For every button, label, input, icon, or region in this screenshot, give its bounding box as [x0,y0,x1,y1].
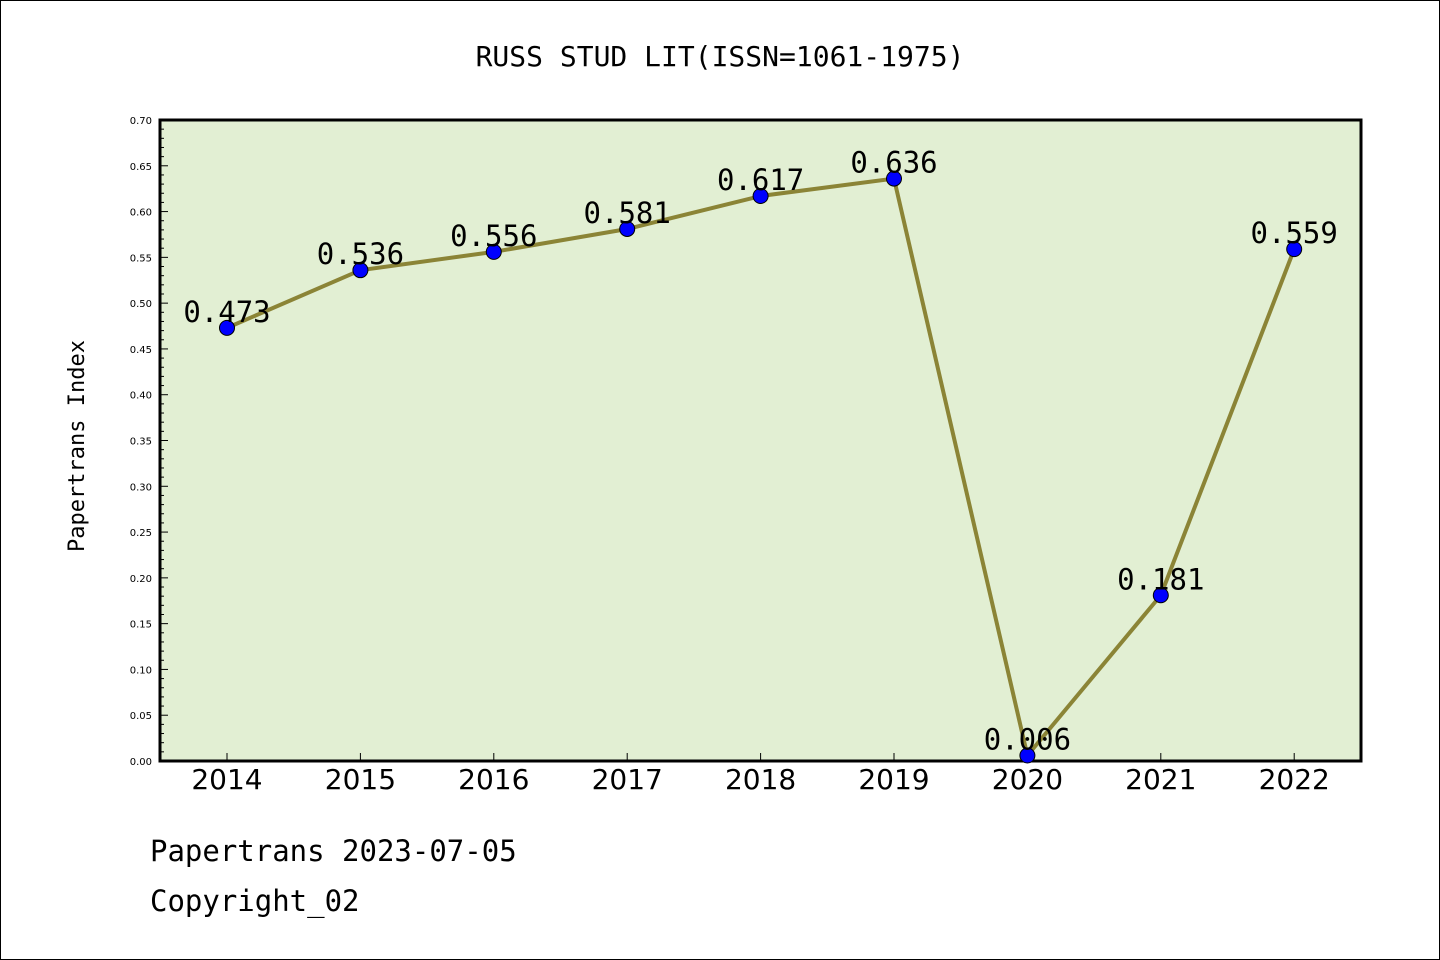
y-tick-label: 0.30 [130,482,152,493]
x-tick-label: 2022 [1259,763,1330,796]
data-markers [219,170,1303,764]
y-tick-label: 0.55 [130,253,152,264]
y-tick-label: 0.10 [130,665,152,676]
y-tick-label: 0.65 [130,162,152,173]
y-axis: 0.00 0.05 0.10 0.15 0.20 0.25 0.30 0.35 0.40 0.45… [130,116,168,768]
x-tick-label: 2020 [992,763,1063,796]
x-tick-label: 2016 [458,763,529,796]
data-point [1286,241,1303,258]
y-tick-label: 0.05 [130,711,152,722]
footer-copyright: Copyright_02 [150,884,360,918]
x-tick-label: 2019 [858,763,929,796]
data-labels: 0.473 0.536 0.556 0.581 0.617 0.636 0.006 0.181… [183,146,1338,757]
y-tick-label: 0.60 [130,208,152,219]
data-label: 0.006 [984,723,1071,757]
data-point [752,188,769,205]
y-axis-label: Papertrans Index [65,340,90,552]
y-tick-label: 0.00 [130,757,152,768]
data-point [352,262,369,279]
data-label: 0.559 [1251,216,1338,250]
data-point [219,319,235,336]
data-label: 0.536 [317,237,404,271]
chart-title: RUSS STUD LIT(ISSN=1061-1975) [476,40,965,73]
x-tick-label: 2018 [725,763,796,796]
y-tick-label: 0.50 [130,299,152,310]
data-point [485,243,502,260]
y-tick-label: 0.45 [130,345,152,356]
x-tick-label: 2021 [1125,763,1196,796]
data-label: 0.181 [1117,562,1204,596]
y-tick-label: 0.25 [130,528,152,539]
y-tick-label: 0.20 [130,574,152,585]
x-tick-label: 2014 [191,763,262,796]
data-label: 0.617 [717,163,804,197]
y-tick-label: 0.15 [130,620,152,631]
data-label: 0.636 [850,146,937,180]
data-label: 0.473 [183,295,270,329]
x-tick-label: 2015 [325,763,396,796]
x-axis: 2014 2015 2016 2017 2018 2019 2020 2021 2022 [191,753,1330,796]
data-point [619,220,636,237]
data-point [1152,587,1169,604]
data-label: 0.581 [584,196,671,230]
footer-date: Papertrans 2023-07-05 [150,834,517,868]
plot-area [158,118,1363,763]
y-tick-label: 0.35 [130,437,152,448]
data-point [886,170,902,187]
y-tick-label: 0.40 [130,391,152,402]
data-point [1019,747,1036,764]
y-tick-label: 0.70 [130,116,152,127]
data-label: 0.556 [450,219,537,253]
x-tick-label: 2017 [592,763,663,796]
